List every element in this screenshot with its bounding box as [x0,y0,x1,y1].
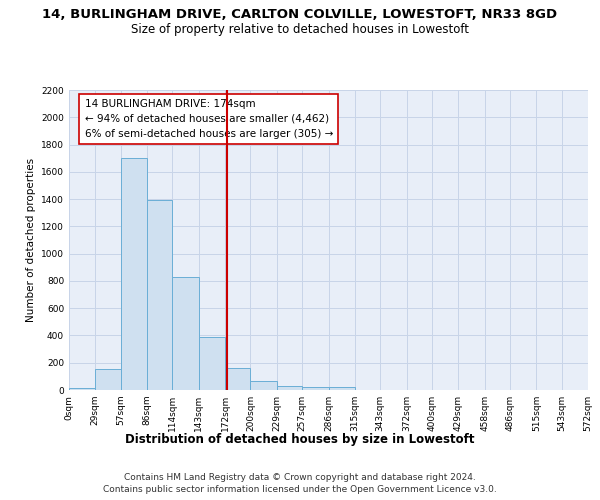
Bar [329,386,355,390]
Bar [121,158,147,390]
Bar [147,200,172,390]
Bar [172,277,199,390]
Text: Contains HM Land Registry data © Crown copyright and database right 2024.: Contains HM Land Registry data © Crown c… [124,472,476,482]
Bar [95,369,121,390]
Text: Distribution of detached houses by size in Lowestoft: Distribution of detached houses by size … [125,432,475,446]
Y-axis label: Number of detached properties: Number of detached properties [26,158,35,322]
Bar [277,386,302,390]
Bar [250,381,277,390]
Bar [225,368,250,390]
Text: Size of property relative to detached houses in Lowestoft: Size of property relative to detached ho… [131,22,469,36]
Text: Contains public sector information licensed under the Open Government Licence v3: Contains public sector information licen… [103,485,497,494]
Bar [302,388,329,390]
Bar [199,337,225,390]
Bar [69,388,95,390]
Text: 14 BURLINGHAM DRIVE: 174sqm
← 94% of detached houses are smaller (4,462)
6% of s: 14 BURLINGHAM DRIVE: 174sqm ← 94% of det… [85,99,333,138]
Text: 14, BURLINGHAM DRIVE, CARLTON COLVILLE, LOWESTOFT, NR33 8GD: 14, BURLINGHAM DRIVE, CARLTON COLVILLE, … [43,8,557,20]
